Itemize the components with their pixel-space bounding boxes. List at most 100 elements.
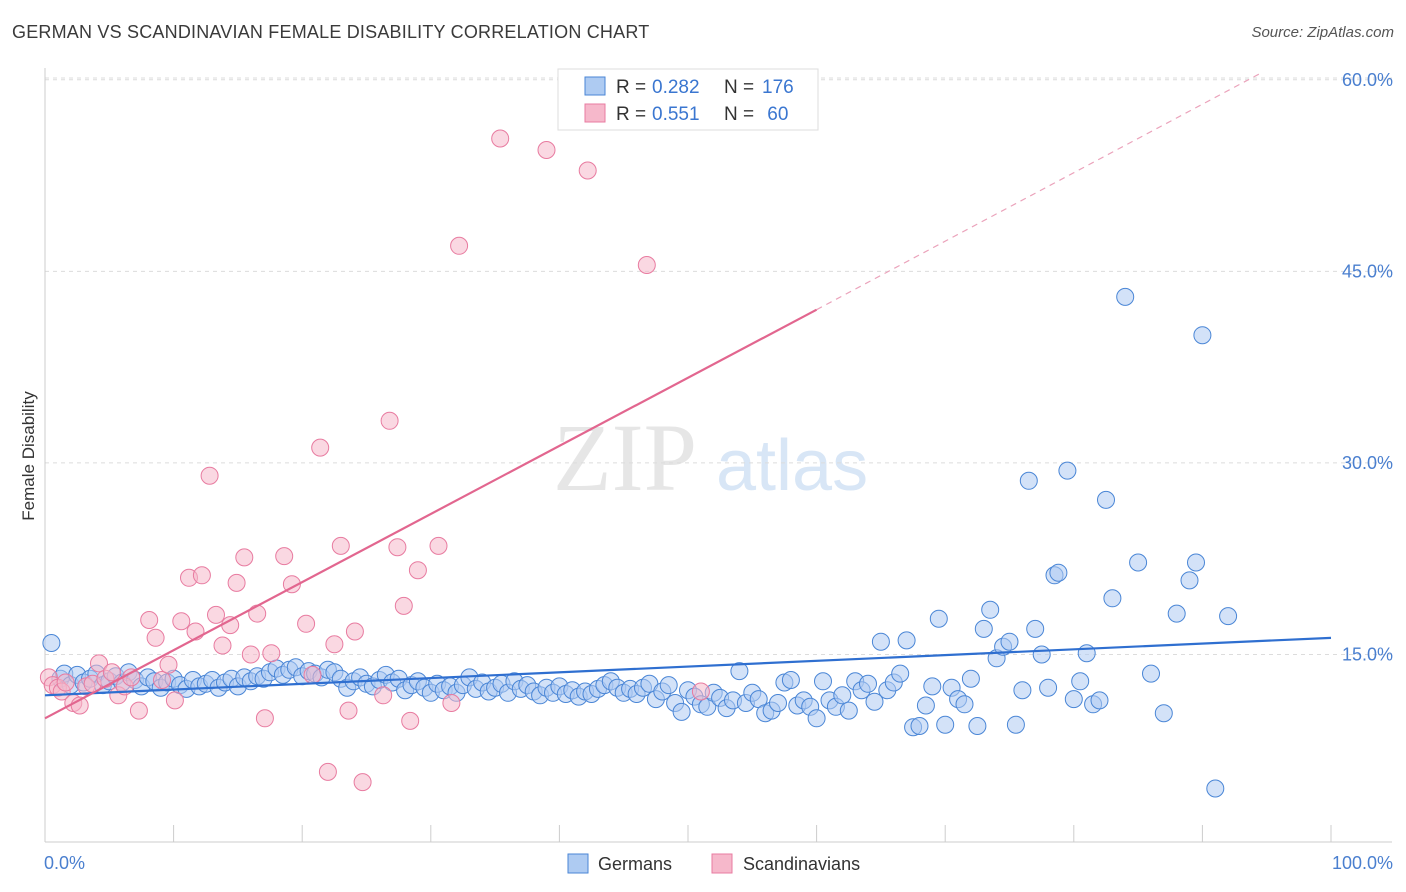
- scandinavian-point-29: [227, 573, 246, 592]
- trend-line-scandinavians: [44, 308, 818, 720]
- german-point-120: [814, 672, 832, 691]
- german-point-132: [891, 664, 910, 683]
- german-point-150: [1006, 715, 1025, 734]
- bottom-legend-label-scandinavians: Scandinavians: [743, 854, 860, 874]
- y-tick-label-1: 30.0%: [1342, 453, 1393, 473]
- scandinavian-point-44: [345, 622, 364, 641]
- german-point-163: [1090, 691, 1109, 710]
- legend-r-value-scandinavians: 0.551: [652, 104, 700, 125]
- scandinavian-point-56: [537, 141, 556, 159]
- scandinavian-point-43: [339, 701, 358, 720]
- german-point-167: [1129, 553, 1148, 572]
- german-point-161: [1077, 644, 1096, 663]
- german-point-144: [968, 717, 987, 735]
- watermark-atlas: atlas: [716, 426, 868, 506]
- correlation-legend: R = 0.282 N = 176 R = 0.551 N = 60: [557, 68, 819, 131]
- y-tick-label-2: 45.0%: [1342, 261, 1393, 281]
- scandinavian-point-48: [388, 538, 407, 557]
- scandinavian-point-21: [172, 612, 191, 631]
- german-point-149: [1000, 632, 1019, 651]
- german-point-135: [910, 717, 929, 735]
- german-point-138: [929, 609, 948, 628]
- german-point-129: [871, 632, 890, 651]
- bottom-legend-swatch-scandinavians: [711, 853, 733, 874]
- german-point-169: [1154, 704, 1173, 723]
- german-point-159: [1064, 690, 1083, 709]
- scandinavian-point-49: [394, 596, 413, 615]
- scandinavian-point-51: [408, 561, 427, 580]
- scandinavian-point-30: [235, 548, 254, 567]
- german-point-174: [1206, 779, 1225, 798]
- german-point-142: [955, 695, 974, 714]
- scandinavian-point-34: [262, 644, 281, 663]
- scandinavian-point-54: [450, 236, 469, 255]
- chart-title: GERMAN VS SCANDINAVIAN FEMALE DISABILITY…: [12, 22, 650, 42]
- scandinavian-point-38: [303, 665, 322, 684]
- y-tick-labels: 15.0% 30.0% 45.0% 60.0%: [1342, 70, 1393, 665]
- german-point-133: [897, 631, 916, 650]
- scandinavian-point-31: [241, 645, 260, 664]
- legend-swatch-scandinavians: [584, 103, 606, 123]
- german-point-155: [1039, 678, 1058, 697]
- german-point-107: [730, 662, 749, 681]
- german-point-0: [42, 634, 61, 652]
- german-point-173: [1193, 326, 1212, 345]
- series-legend: Germans Scandinavians: [567, 853, 860, 874]
- legend-n-label-scandinavians: N =: [724, 104, 754, 125]
- scandinavian-point-37: [297, 614, 316, 633]
- trend-line-germans: [44, 636, 1332, 697]
- german-point-172: [1187, 553, 1205, 572]
- scandinavian-point-40: [318, 762, 337, 781]
- scandinavian-point-11: [102, 663, 121, 682]
- german-point-123: [833, 686, 852, 705]
- german-point-145: [974, 619, 993, 638]
- german-point-98: [672, 702, 691, 721]
- scandinavian-point-18: [153, 671, 171, 689]
- axes: [44, 68, 1392, 843]
- german-point-151: [1013, 681, 1032, 700]
- german-point-160: [1071, 672, 1090, 691]
- x-tick-labels: 0.0% 100.0%: [44, 853, 1393, 873]
- german-point-168: [1142, 664, 1160, 683]
- german-point-146: [981, 600, 1000, 619]
- german-point-113: [769, 694, 787, 712]
- german-point-115: [781, 671, 800, 689]
- german-point-164: [1097, 490, 1115, 509]
- scandinavian-point-33: [255, 709, 274, 728]
- scandinavian-point-24: [192, 566, 211, 585]
- scandinavian-point-35: [275, 547, 294, 566]
- scandinavian-point-47: [380, 411, 399, 430]
- scandinavian-point-19: [159, 655, 178, 674]
- y-axis-label: Female Disability: [19, 391, 38, 521]
- legend-n-value-germans: 176: [762, 77, 794, 98]
- german-point-154: [1032, 645, 1051, 664]
- german-point-152: [1019, 471, 1038, 490]
- y-tick-label-3: 60.0%: [1342, 70, 1393, 90]
- x-tick-label-1: 100.0%: [1332, 853, 1393, 873]
- scandinavian-point-16: [140, 611, 159, 629]
- scandinavian-point-41: [325, 635, 344, 654]
- scandinavian-point-25: [200, 466, 219, 485]
- german-point-158: [1058, 461, 1077, 480]
- legend-r-label-germans: R =: [616, 77, 646, 98]
- scandinavian-point-59: [691, 682, 710, 701]
- source-credit: Source: ZipAtlas.com: [1251, 24, 1394, 41]
- bottom-legend-swatch-germans: [567, 853, 589, 874]
- german-point-127: [859, 674, 877, 693]
- scandinavian-point-39: [311, 438, 330, 457]
- german-point-139: [936, 715, 955, 734]
- scandinavian-point-9: [90, 654, 108, 673]
- x-tick-label-0: 0.0%: [44, 853, 85, 873]
- legend-r-label-scandinavians: R =: [616, 104, 646, 125]
- german-point-171: [1180, 571, 1199, 590]
- scandinavian-point-55: [491, 129, 510, 148]
- legend-n-value-scandinavians: 60: [762, 104, 788, 125]
- scandinavian-point-58: [637, 256, 656, 274]
- scandinavian-point-15: [129, 701, 148, 720]
- german-point-166: [1116, 287, 1135, 306]
- german-point-137: [923, 677, 942, 696]
- scandinavian-point-4: [56, 673, 75, 692]
- legend-r-value-germans: 0.282: [652, 77, 700, 98]
- scandinavian-point-46: [374, 686, 393, 705]
